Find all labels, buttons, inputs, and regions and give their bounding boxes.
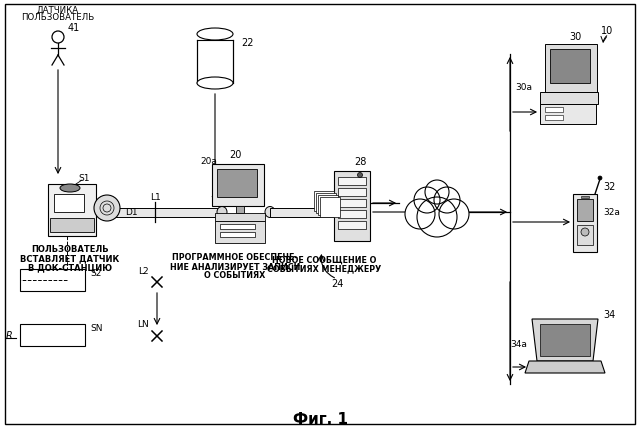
Text: В ДОК-СТАНЦИЮ: В ДОК-СТАНЦИЮ [28, 263, 112, 272]
Circle shape [425, 181, 449, 204]
Circle shape [405, 200, 435, 230]
Circle shape [358, 173, 362, 178]
Circle shape [414, 187, 440, 214]
Bar [215, 214, 265, 221]
Ellipse shape [197, 29, 233, 41]
Text: 20: 20 [229, 150, 241, 160]
Bar [50, 218, 94, 233]
Circle shape [417, 197, 457, 237]
Text: СОБЫТИЯХ МЕНЕДЖЕРУ: СОБЫТИЯХ МЕНЕДЖЕРУ [267, 264, 381, 273]
Ellipse shape [103, 207, 113, 218]
Text: LN: LN [137, 320, 149, 329]
Bar [108, 208, 222, 217]
Bar [217, 170, 257, 197]
Bar [338, 178, 366, 186]
Circle shape [405, 181, 469, 244]
Ellipse shape [217, 207, 227, 218]
Bar [540, 93, 598, 105]
Bar [338, 221, 366, 230]
Text: L2: L2 [138, 266, 149, 275]
Text: ВСТАВЛЯЕТ ДАТЧИК: ВСТАВЛЯЕТ ДАТЧИК [20, 254, 120, 263]
Circle shape [581, 228, 589, 237]
Text: Фиг. 1: Фиг. 1 [292, 411, 348, 427]
Text: 10: 10 [601, 26, 613, 36]
Bar [236, 207, 244, 214]
Bar [550, 50, 590, 84]
Text: S1: S1 [78, 174, 90, 183]
Text: 34а: 34а [510, 340, 527, 349]
Text: D1: D1 [125, 208, 138, 217]
Bar [545, 45, 597, 93]
Bar [54, 194, 84, 213]
Ellipse shape [60, 184, 80, 193]
Bar [545, 116, 563, 121]
Bar [48, 184, 96, 237]
Text: О СОБЫТИЯХ: О СОБЫТИЯХ [204, 271, 266, 280]
Text: 34: 34 [603, 309, 615, 319]
Bar [334, 171, 370, 241]
Bar [581, 197, 589, 198]
Polygon shape [318, 196, 338, 216]
Bar [338, 200, 366, 207]
Circle shape [434, 187, 460, 214]
Ellipse shape [197, 78, 233, 90]
Circle shape [94, 196, 120, 221]
Text: 24: 24 [331, 278, 343, 288]
Text: R: R [5, 330, 12, 340]
Text: ДАТЧИКА: ДАТЧИКА [37, 6, 79, 14]
Polygon shape [316, 194, 336, 214]
Bar [573, 194, 597, 253]
Text: SN: SN [90, 324, 102, 333]
Text: 20а: 20а [200, 157, 217, 166]
Text: 30а: 30а [515, 82, 532, 91]
Text: S2: S2 [90, 269, 101, 278]
Text: НОВОЕ СООБЩЕНИЕ О: НОВОЕ СООБЩЕНИЕ О [272, 255, 376, 264]
Text: ПРОГРАММНОЕ ОБЕСПЕЧЕ-: ПРОГРАММНОЕ ОБЕСПЕЧЕ- [172, 253, 298, 262]
Bar [338, 210, 366, 218]
Bar [215, 221, 265, 243]
Bar [197, 41, 233, 84]
Circle shape [439, 200, 469, 230]
Bar [540, 324, 590, 356]
Text: 30: 30 [569, 32, 581, 42]
Text: 22: 22 [241, 38, 253, 48]
Bar [20, 270, 85, 291]
Text: 32а: 32а [603, 208, 620, 217]
Text: 41: 41 [68, 23, 80, 33]
Bar [220, 224, 255, 230]
Text: НИЕ АНАЛИЗИРУЕТ ЗАПИСИ: НИЕ АНАЛИЗИРУЕТ ЗАПИСИ [170, 262, 300, 271]
Bar [20, 324, 85, 346]
Bar [338, 188, 366, 197]
Text: Hi: Hi [431, 211, 444, 224]
Ellipse shape [345, 207, 355, 218]
Bar [540, 105, 596, 125]
Bar [270, 208, 350, 217]
Polygon shape [320, 197, 340, 217]
Circle shape [598, 177, 602, 181]
Polygon shape [525, 361, 605, 373]
Bar [212, 164, 264, 207]
Circle shape [52, 32, 64, 44]
Text: 28: 28 [354, 157, 366, 167]
Ellipse shape [265, 207, 275, 218]
Bar [577, 226, 593, 246]
Polygon shape [532, 319, 598, 361]
Text: ПОЛЬЗОВАТЕЛЬ: ПОЛЬЗОВАТЕЛЬ [21, 13, 95, 23]
Text: L1: L1 [150, 193, 161, 202]
Bar [545, 108, 563, 113]
Bar [577, 200, 593, 221]
Bar [220, 233, 255, 237]
Text: 32: 32 [603, 181, 616, 191]
Text: ПОЛЬЗОВАТЕЛЬ: ПОЛЬЗОВАТЕЛЬ [31, 245, 109, 254]
Polygon shape [314, 191, 334, 211]
